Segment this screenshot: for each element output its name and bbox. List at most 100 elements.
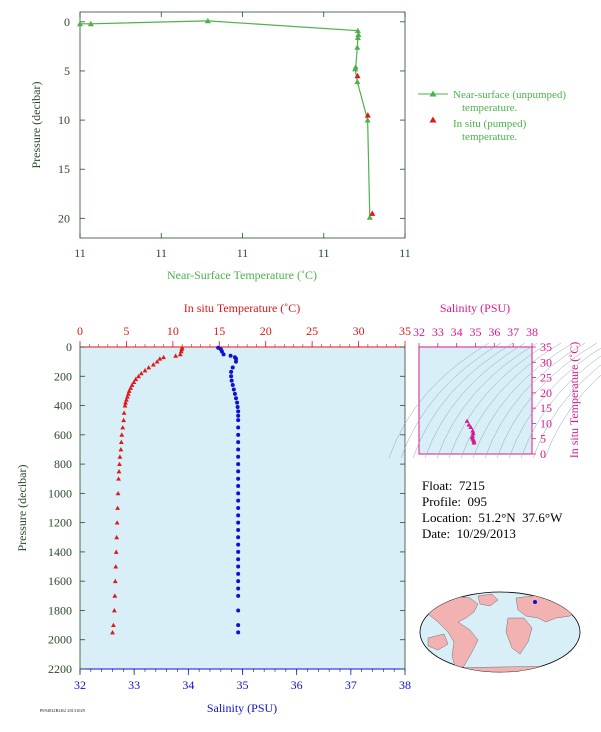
salinity-point: [236, 454, 241, 459]
near-surface-legend: Near-surface (unpumped) temperature. In …: [418, 89, 566, 143]
location-label: Location:: [422, 510, 472, 525]
ts-point: [470, 428, 476, 433]
profile-y-tick-label: 2200: [48, 662, 72, 676]
temperature-point: [142, 368, 148, 373]
near-surface-x-tick-label: 11: [318, 246, 330, 260]
salinity-point: [236, 527, 241, 532]
salinity-point: [236, 520, 241, 525]
salinity-point: [234, 356, 238, 361]
float-row: Float: 7215: [422, 478, 562, 494]
near-surface-x-tick-label: 11: [74, 246, 86, 260]
temperature-point: [154, 359, 160, 364]
near-surface-y-ticks: 0 5 10 15 20: [58, 15, 405, 225]
profile-salinity-tick-label: 34: [182, 678, 194, 692]
in-situ-point: [354, 72, 361, 79]
profile-plot-background: [80, 347, 405, 669]
near-surface-x-tick-label: 11: [237, 246, 249, 260]
temperature-point: [110, 630, 115, 635]
temperature-point: [122, 403, 128, 408]
profile-salinity-tick-label: 37: [345, 678, 357, 692]
land-australia: [427, 633, 449, 651]
density-contour: [448, 342, 550, 459]
density-contour: [400, 342, 502, 459]
density-contour: [544, 374, 601, 459]
profile-temp-tick-label: 10: [167, 324, 179, 338]
profile-y-label: Pressure (decibar): [15, 465, 29, 552]
ts-point: [466, 422, 472, 427]
profile-temp-tick-label: 25: [306, 324, 318, 338]
temperature-point: [146, 365, 152, 370]
near-surface-y-tick-label: 0: [64, 15, 70, 29]
ts-point: [468, 424, 474, 430]
salinity-point: [236, 462, 241, 467]
salinity-point: [236, 564, 241, 569]
near-surface-x-ticks: 11 11 11 11 11: [74, 12, 411, 260]
salinity-point: [234, 396, 238, 401]
near-surface-point: [77, 20, 83, 27]
density-contour: [520, 355, 601, 459]
temperature-point: [118, 447, 124, 452]
ts-x-tick-label: 34: [451, 325, 463, 339]
salinity-point: [236, 513, 241, 518]
profile-salinity-tick-label: 36: [291, 678, 303, 692]
temperature-point: [131, 379, 137, 385]
profile-label: Profile:: [422, 494, 461, 509]
in-situ-point: [364, 112, 371, 118]
profile-y-ticks: 0 200 400 600 800 1000 1200 1400 1600 1800 2000 220…: [48, 340, 405, 676]
temperature-point: [157, 356, 163, 361]
world-map: [419, 591, 581, 673]
ts-x-tick-label: 32: [413, 325, 425, 339]
ts-point: [464, 418, 470, 423]
profile-temp-tick-label: 35: [399, 324, 411, 338]
ts-y-tick-label: 30: [540, 355, 552, 369]
salinity-point: [236, 630, 241, 635]
land-americas: [420, 595, 479, 671]
temperature-point: [116, 469, 122, 474]
temperature-point: [117, 461, 122, 467]
near-surface-point: [364, 117, 371, 123]
near-surface-point: [354, 27, 361, 34]
ts-x-ticks: 32 33 34 35 36 37 38: [413, 325, 538, 347]
legend-red-marker: [429, 116, 437, 123]
float-info: Float: 7215 Profile: 095 Location: 51.2°…: [422, 478, 562, 542]
near-surface-y-tick-label: 5: [64, 64, 70, 78]
profile-temp-tick-label: 20: [260, 324, 272, 338]
density-contour: [472, 342, 574, 459]
density-contour: [496, 342, 598, 459]
profile-value: 095: [467, 494, 488, 509]
salinity-point: [231, 387, 236, 392]
temperature-point: [123, 400, 128, 405]
temperature-point: [177, 351, 183, 357]
location-value: 51.2°N 37.6°W: [478, 510, 563, 525]
land-greenland: [477, 593, 499, 607]
salinity-point: [235, 405, 240, 410]
temperature-point: [125, 391, 131, 396]
temperature-point: [133, 376, 139, 382]
profile-salinity-tick-label: 35: [237, 678, 249, 692]
salinity-point: [229, 378, 234, 383]
profile-y-tick-label: 1200: [48, 516, 72, 530]
profile-y-tick-label: 2000: [48, 633, 72, 647]
ts-y-tick-label: 15: [540, 401, 552, 415]
footer-code: P094032RLR2 20131029: [40, 708, 86, 713]
ts-x-tick-label: 35: [470, 325, 482, 339]
profile-y-tick-label: 1400: [48, 545, 72, 559]
salinity-point: [236, 440, 241, 445]
ts-y-label: In situ Temperature (˚C): [567, 342, 581, 459]
near-surface-y-tick-label: 15: [58, 162, 70, 176]
salinity-point: [235, 400, 240, 405]
ts-x-tick-label: 33: [432, 325, 444, 339]
near-surface-point: [352, 65, 359, 72]
salinity-point: [230, 383, 235, 388]
temperature-point: [115, 505, 121, 510]
profile-salinity-ticks: 32 33 34 35 36 37 38: [74, 669, 411, 692]
salinity-point: [229, 369, 234, 374]
profile-bottom-label: Salinity (PSU): [207, 701, 277, 715]
salinity-point: [230, 365, 235, 370]
temperature-point: [111, 622, 116, 628]
salinity-point: [236, 623, 241, 628]
salinity-point: [236, 484, 241, 489]
salinity-point: [234, 359, 238, 364]
temperature-point: [116, 476, 121, 481]
